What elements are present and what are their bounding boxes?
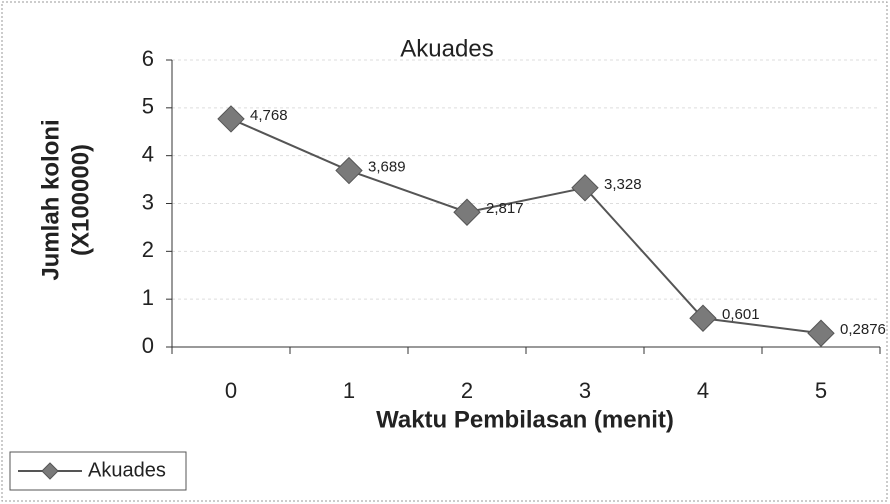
data-point: [807, 319, 835, 347]
y-axis-label: Jumlah koloni: [37, 119, 64, 280]
y-axis-label: (X100000): [67, 144, 94, 256]
x-tick-label: 0: [225, 378, 237, 403]
data-point: [689, 304, 717, 332]
data-point: [453, 198, 481, 226]
y-tick-label: 4: [142, 141, 154, 166]
y-tick-label: 3: [142, 189, 154, 214]
x-axis-label: Waktu Pembilasan (menit): [376, 406, 674, 433]
x-tick-label: 1: [343, 378, 355, 403]
y-tick-label: 2: [142, 237, 154, 262]
legend-marker: [41, 462, 59, 480]
legend-label: Akuades: [88, 459, 166, 481]
x-tick-label: 2: [461, 378, 473, 403]
series-line: [230, 118, 822, 335]
data-point: [335, 156, 363, 185]
y-tick-label: 0: [142, 333, 154, 358]
data-label: 4,768: [250, 107, 288, 124]
y-tick-label: 1: [142, 285, 154, 310]
y-tick-label: 5: [142, 94, 154, 119]
data-label: 3,689: [368, 159, 406, 176]
x-tick-label: 3: [579, 378, 591, 403]
data-label: 3,328: [604, 176, 642, 193]
data-label: 0,601: [722, 306, 760, 323]
data-label: 0,2876: [840, 321, 886, 338]
y-tick-label: 6: [142, 46, 154, 71]
data-label: 2,817: [486, 200, 524, 217]
data-point: [217, 105, 245, 133]
x-tick-label: 5: [815, 378, 827, 403]
data-point: [571, 174, 599, 202]
chart-title: Akuades: [400, 35, 493, 62]
x-tick-label: 4: [697, 378, 709, 403]
